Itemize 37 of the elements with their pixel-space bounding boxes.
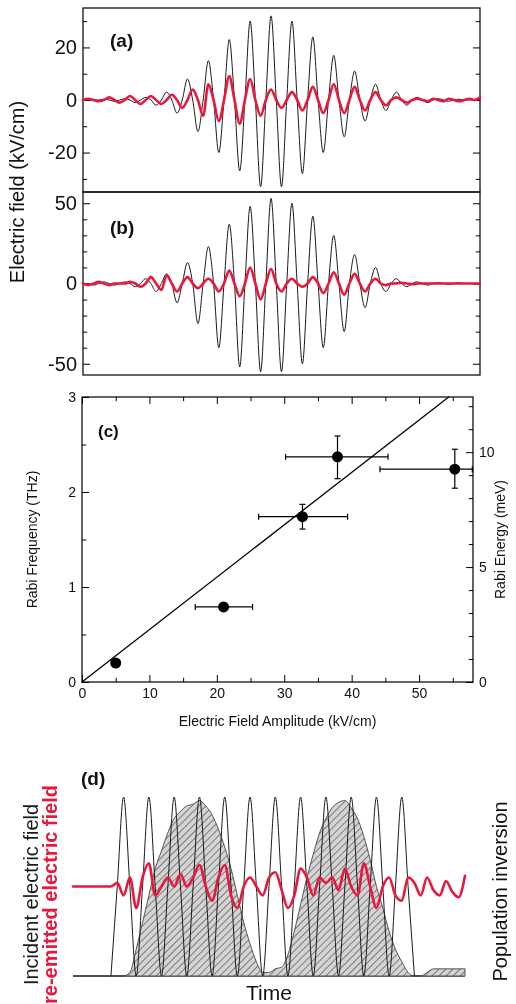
y-axis-title: Rabi Frequency (THz) <box>24 470 40 609</box>
y-tick-label: 0 <box>65 88 77 111</box>
y-tick-label: 50 <box>54 192 77 215</box>
text: Incident electric field <box>20 803 42 986</box>
y-tick-label: 1 <box>68 578 77 595</box>
text: Population inversion <box>489 801 511 982</box>
x-tick-label: 50 <box>411 684 428 701</box>
line-series <box>81 266 482 301</box>
y-tick-label: -50 <box>48 352 77 375</box>
point <box>449 463 461 475</box>
x-tick-label: 30 <box>276 684 293 701</box>
y-tick-label: 3 <box>68 388 77 405</box>
x-tick-label: 10 <box>142 684 158 701</box>
x-axis-title: Time <box>246 981 292 1004</box>
line-series <box>81 75 482 125</box>
annotation: (b) <box>110 217 135 238</box>
y2-tick-label: 0 <box>479 673 487 690</box>
y2-tick-label: 10 <box>479 444 495 461</box>
text: (d) <box>81 768 106 789</box>
y-axis-title: Electric field (kV/cm) <box>6 100 28 284</box>
y2-axis-title: Rabi Energy (meV) <box>492 479 508 600</box>
annotation: (c) <box>98 422 119 441</box>
x-tick-label: 20 <box>209 684 226 701</box>
y-tick-label: -20 <box>48 141 77 164</box>
y2-tick-label: 5 <box>479 559 487 576</box>
annotation: (a) <box>110 30 134 51</box>
x-tick-label: 40 <box>344 684 361 701</box>
point <box>332 451 343 463</box>
y-tick-label: 0 <box>65 272 77 295</box>
point <box>218 601 230 613</box>
y-tick-label: 20 <box>54 36 77 59</box>
y-tick-label: 0 <box>68 673 77 690</box>
text: re-emitted electric field <box>39 785 61 1004</box>
point <box>110 657 122 669</box>
point <box>296 511 308 523</box>
x-axis-title: Electric Field Amplitude (kV/cm) <box>178 713 377 729</box>
y-tick-label: 2 <box>68 483 77 500</box>
